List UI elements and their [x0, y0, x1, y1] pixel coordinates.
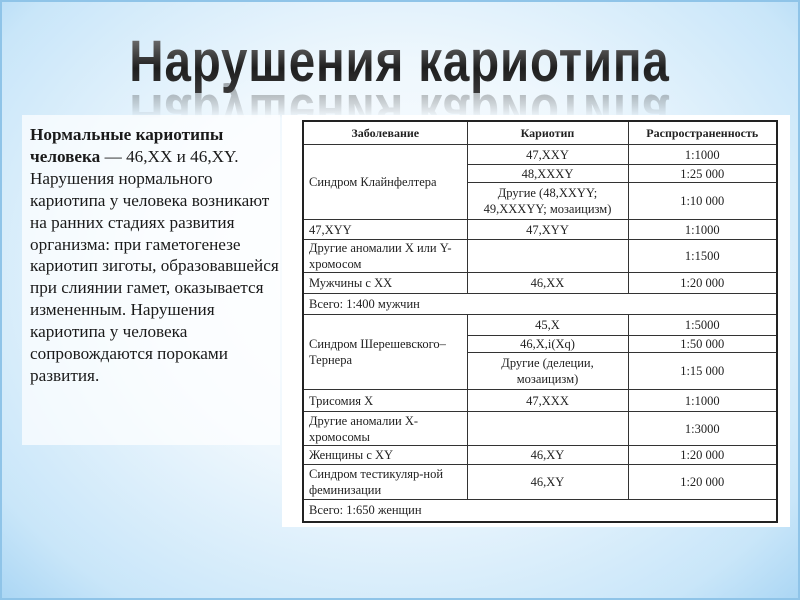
cell-total-male: Всего: 1:400 мужчин: [302, 293, 778, 315]
cell-prevalence: 1:10 000: [627, 182, 778, 220]
cell-prevalence: 1:20 000: [627, 272, 778, 294]
cell-karyotype: Другие (делеции, мозаицизм): [466, 352, 629, 390]
cell-karyotype: 46,XY: [466, 445, 629, 465]
cell-prevalence: 1:1000: [627, 219, 778, 240]
cell-disease: Синдром тестикуляр-ной феминизации: [302, 464, 468, 500]
table-row: Другие аномалии X-хромосомы 1:3000: [302, 411, 778, 446]
cell-disease: Синдром Клайнфелтера: [302, 144, 468, 220]
intro-bold: Нормальные кариотипы человека: [30, 125, 224, 166]
cell-karyotype: 47,XXY: [466, 144, 629, 165]
table-row-total: Всего: 1:400 мужчин: [302, 293, 778, 315]
cell-disease: Синдром Шерешевского–Тернера: [302, 314, 468, 390]
text-panel: [22, 115, 280, 445]
cell-prevalence: 1:5000: [627, 314, 778, 336]
cell-disease: Другие аномалии X-хромосомы: [302, 411, 468, 446]
table-row: Синдром Клайнфелтера 47,XXY 1:1000: [302, 144, 778, 220]
cell-prevalence: 1:1000: [627, 389, 778, 412]
title-text: Нарушения кариотипа: [129, 29, 671, 94]
table-header: Заболевание Кариотип Распространенность: [302, 120, 778, 145]
cell-karyotype: 48,XXXY: [466, 164, 629, 183]
cell-prevalence: 1:25 000: [627, 164, 778, 183]
table-row-total: Всего: 1:650 женщин: [302, 499, 778, 522]
cell-prevalence: 1:1000: [627, 144, 778, 165]
cell-prevalence: 1:1500: [627, 239, 778, 273]
cell-disease: 47,XYY: [302, 219, 468, 240]
table-row: Женщины с XY 46,XY 1:20 000: [302, 445, 778, 465]
header-prevalence: Распространенность: [627, 120, 778, 145]
header-karyotype: Кариотип: [466, 120, 629, 145]
cell-karyotype: 46,XX: [466, 272, 629, 294]
slide-title: Нарушения кариотипа: [0, 28, 800, 98]
cell-karyotype: [466, 411, 629, 446]
cell-prevalence: 1:20 000: [627, 464, 778, 500]
table-row: Синдром Шерешевского–Тернера 45,X 1:5000: [302, 314, 778, 390]
cell-prevalence: 1:3000: [627, 411, 778, 446]
table-row: Другие (48,XXYY; 49,XXXYY; мозаицизм) 1:…: [303, 182, 778, 220]
cell-karyotype: 45,X: [466, 314, 629, 336]
cell-total-female: Всего: 1:650 женщин: [302, 499, 778, 522]
cell-karyotype: 46,XY: [466, 464, 629, 500]
cell-karyotype: 47,XYY: [466, 219, 629, 240]
cell-disease: Другие аномалии X или Y-хромосом: [302, 239, 468, 273]
table-row: 47,XYY 47,XYY 1:1000: [302, 219, 778, 240]
cell-karyotype: 47,XXX: [466, 389, 629, 412]
cell-disease: Мужчины с XX: [302, 272, 468, 294]
table-row: Трисомия X 47,XXX 1:1000: [302, 389, 778, 412]
table-row: Мужчины с XX 46,XX 1:20 000: [302, 272, 778, 294]
intro-text: Нормальные кариотипы человека — 46,XX и …: [30, 124, 285, 387]
table-row: Другие аномалии X или Y-хромосом 1:1500: [302, 239, 778, 273]
table-row: Синдром тестикуляр-ной феминизации 46,XY…: [302, 464, 778, 500]
karyotype-table: Заболевание Кариотип Распространенность …: [302, 120, 778, 523]
cell-karyotype: [466, 239, 629, 273]
intro-rest: — 46,XX и 46,XY. Нарушения нормального к…: [30, 146, 279, 385]
cell-disease: Женщины с XY: [302, 445, 468, 465]
cell-disease: Трисомия X: [302, 389, 468, 412]
table-row: 48,XXXY 1:25 000: [303, 164, 778, 183]
cell-prevalence: 1:15 000: [627, 352, 778, 390]
cell-prevalence: 1:20 000: [627, 445, 778, 465]
header-disease: Заболевание: [302, 120, 468, 145]
cell-prevalence: 1:50 000: [627, 335, 778, 353]
cell-karyotype: 46,X,i(Xq): [466, 335, 629, 353]
cell-karyotype: Другие (48,XXYY; 49,XXXYY; мозаицизм): [466, 182, 629, 220]
table-row: Другие (делеции, мозаицизм) 1:15 000: [303, 352, 778, 390]
